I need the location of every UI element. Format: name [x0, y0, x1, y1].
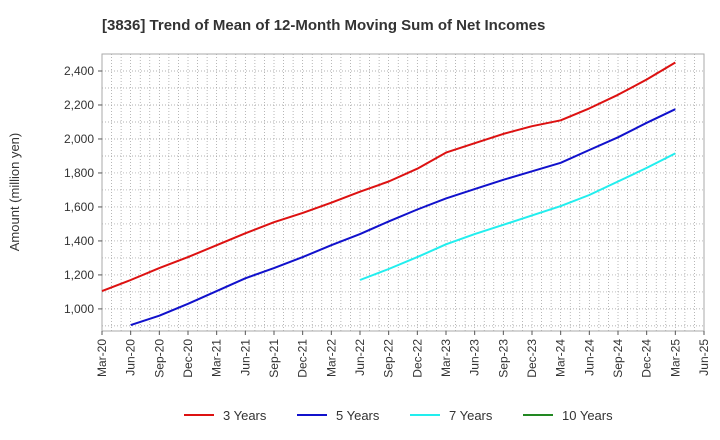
series-lines [101, 61, 676, 327]
y-tick-label: 1,400 [64, 234, 94, 248]
series-line-7-years [359, 152, 676, 281]
x-tick-label: Mar-23 [439, 339, 453, 377]
y-tick-label: 2,400 [64, 64, 94, 78]
x-tick-label: Jun-21 [238, 339, 252, 376]
x-axis: Mar-20 Jun-20 Sep-20 Dec-20 Mar-21 Jun-21 Sep-… [95, 331, 711, 378]
y-tick-label: 1,200 [64, 268, 94, 282]
x-tick-label: Mar-25 [668, 339, 682, 377]
x-tick-label: Sep-24 [611, 339, 625, 378]
x-tick-label: Jun-24 [582, 339, 596, 376]
x-tick-label: Mar-20 [95, 339, 109, 377]
legend: 3 Years 5 Years 7 Years 10 Years [184, 408, 613, 423]
legend-label: 7 Years [449, 408, 493, 423]
x-tick-label: Mar-22 [324, 339, 338, 377]
plot-area [101, 53, 705, 332]
x-tick-label: Sep-20 [152, 339, 166, 378]
legend-label: 10 Years [562, 408, 613, 423]
y-tick-label: 2,200 [64, 98, 94, 112]
y-tick-label: 1,000 [64, 302, 94, 316]
x-tick-label: Dec-20 [181, 339, 195, 378]
x-tick-label: Sep-23 [496, 339, 510, 378]
x-tick-label: Dec-23 [525, 339, 539, 378]
x-tick-label: Sep-22 [382, 339, 396, 378]
x-tick-label: Jun-25 [697, 339, 711, 376]
legend-label: 5 Years [336, 408, 380, 423]
chart-title: [3836] Trend of Mean of 12-Month Moving … [102, 17, 545, 34]
grid [102, 54, 704, 331]
x-tick-label: Sep-21 [267, 339, 281, 378]
x-tick-label: Jun-22 [353, 339, 367, 376]
series-line-3-years [101, 61, 676, 293]
x-tick-label: Jun-23 [468, 339, 482, 376]
series-line-5-years [130, 108, 676, 327]
y-tick-label: 1,800 [64, 166, 94, 180]
x-tick-label: Dec-22 [410, 339, 424, 378]
y-tick-label: 2,000 [64, 132, 94, 146]
x-tick-label: Mar-24 [554, 339, 568, 377]
x-tick-label: Dec-21 [296, 339, 310, 378]
y-axis: 1,000 1,200 1,400 1,600 1,800 2,000 2,200 2,400 [64, 64, 102, 316]
y-tick-label: 1,600 [64, 200, 94, 214]
x-tick-label: Mar-21 [210, 339, 224, 377]
x-tick-label: Jun-20 [124, 339, 138, 376]
x-tick-label: Dec-24 [640, 339, 654, 378]
legend-label: 3 Years [223, 408, 267, 423]
y-axis-label: Amount (million yen) [7, 133, 22, 252]
